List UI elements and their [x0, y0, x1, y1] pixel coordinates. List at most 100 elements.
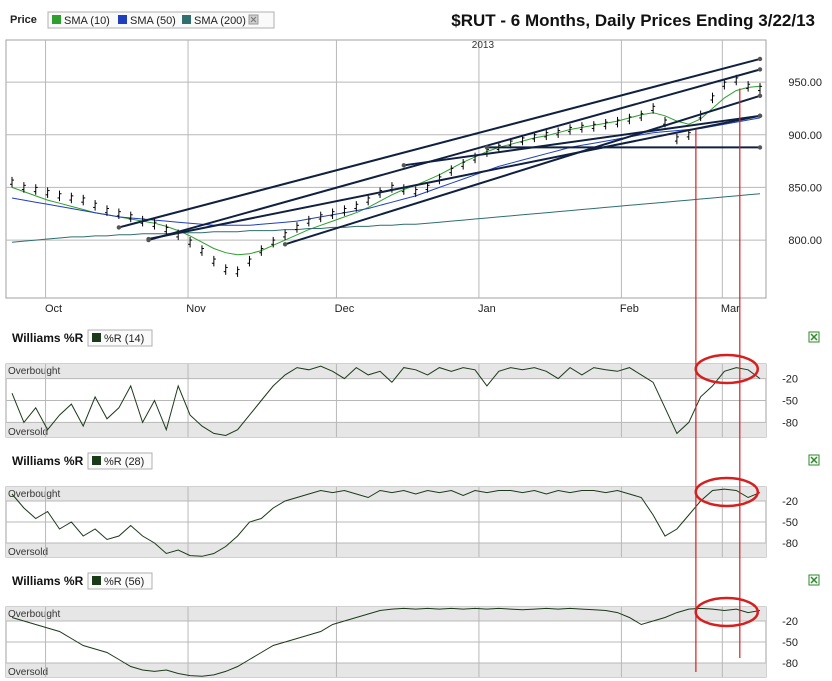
- williams-title: Williams %R: [12, 454, 84, 468]
- price-bar: [603, 118, 608, 130]
- oversold-label: Oversold: [8, 667, 48, 678]
- oversold-label: Oversold: [8, 427, 48, 438]
- sma-legend: SMA (10) SMA (50) SMA (200): [47, 11, 275, 29]
- trendline: [284, 94, 761, 246]
- price-x-tick: Jan: [478, 303, 496, 315]
- williams-panels: Williams %R %R (14) Overbought Oversold -20 -…: [5, 320, 826, 678]
- price-bar: [449, 165, 454, 176]
- price-bar: [342, 205, 347, 216]
- trendline-endpoint: [757, 93, 763, 99]
- price-bar: [152, 219, 157, 230]
- oversold-label: Oversold: [8, 547, 48, 558]
- price-y-tick: 950.00: [788, 77, 822, 89]
- price-bar: [556, 127, 561, 138]
- price-bar: [710, 92, 715, 104]
- price-bar: [651, 103, 656, 114]
- trendline: [148, 114, 761, 241]
- williams-y-tick: -20: [782, 616, 798, 628]
- williams-y-tick: -80: [782, 417, 798, 429]
- trendline-endpoint: [401, 163, 407, 168]
- price-bar: [746, 81, 751, 92]
- price-bar: [81, 194, 86, 206]
- price-x-tick: Nov: [186, 303, 206, 315]
- williams-legend-swatch: [92, 333, 101, 342]
- expand-icon-stroke: [810, 456, 818, 464]
- trendline-endpoint: [757, 145, 763, 150]
- williams-legend-label: %R (56): [104, 576, 144, 588]
- legend-label-sma10: SMA (10): [64, 15, 110, 27]
- annotation-overlays: [695, 88, 741, 672]
- legend-swatch-sma50: [118, 15, 127, 24]
- price-bar: [722, 78, 727, 90]
- trendline-endpoint: [757, 113, 763, 119]
- williams-r-line: [11, 607, 761, 677]
- trendline-endpoint: [484, 145, 490, 150]
- trendline-endpoint: [116, 225, 122, 230]
- williams-title: Williams %R: [12, 331, 84, 345]
- overbought-band: [6, 607, 766, 621]
- legend-swatch-sma200: [182, 15, 191, 24]
- williams-legend-box: [87, 329, 153, 347]
- williams-legend-box: [87, 572, 153, 590]
- trendline-endpoint: [757, 67, 763, 72]
- price-bar: [69, 192, 74, 204]
- price-bar: [366, 194, 371, 206]
- year-marker: 2013: [472, 40, 495, 51]
- oversold-band: [6, 543, 766, 557]
- price-bar: [259, 245, 264, 256]
- williams-panel-1: Williams %R %R (14) Overbought Oversold -20 -…: [5, 320, 826, 438]
- trendline: [118, 57, 761, 229]
- price-bar: [223, 264, 228, 275]
- overbought-label: Overbought: [8, 366, 60, 377]
- price-bar: [686, 129, 691, 141]
- legend-box: [47, 11, 275, 29]
- price-bar: [93, 200, 98, 211]
- price-bar: [413, 186, 418, 197]
- williams-y-tick: -50: [782, 396, 798, 408]
- price-bar: [33, 184, 38, 195]
- price-bar: [10, 176, 14, 188]
- williams-y-tick: -20: [782, 496, 798, 508]
- price-x-tick: Feb: [620, 303, 639, 315]
- williams-r-line: [11, 488, 761, 557]
- price-bar: [318, 211, 323, 223]
- price-x-tick: Mar: [721, 303, 740, 315]
- price-bar: [271, 236, 276, 248]
- price-bar: [306, 215, 311, 227]
- price-bar: [615, 116, 620, 128]
- price-label: Price: [10, 14, 37, 26]
- close-icon[interactable]: [248, 14, 259, 25]
- price-bar: [627, 113, 632, 125]
- price-bar: [579, 122, 584, 133]
- price-bar: [211, 255, 216, 267]
- legend-label-sma200: SMA (200): [194, 15, 246, 27]
- price-bar: [354, 201, 359, 212]
- price-bar: [591, 121, 596, 132]
- williams-y-tick: -50: [782, 517, 798, 529]
- price-bar: [674, 133, 679, 145]
- trendline-endpoint: [757, 56, 763, 62]
- price-plot-frame: [5, 39, 767, 299]
- price-bar: [45, 187, 50, 198]
- price-bar: [758, 83, 762, 94]
- overbought-label: Overbought: [8, 489, 60, 500]
- overbought-band: [6, 364, 766, 379]
- legend-label-sma50: SMA (50): [130, 15, 176, 27]
- price-bar: [568, 124, 573, 135]
- expand-icon-stroke: [810, 333, 818, 341]
- expand-icon[interactable]: [808, 331, 820, 343]
- expand-icon[interactable]: [808, 454, 820, 466]
- trendline: [403, 114, 761, 167]
- overbought-label: Overbought: [8, 609, 60, 620]
- price-bar: [330, 208, 335, 220]
- expand-icon[interactable]: [808, 574, 820, 586]
- chart-header: Price SMA (10) SMA (50) SMA (200) $RUT -…: [10, 11, 815, 30]
- price-bar: [235, 266, 240, 277]
- price-y-tick: 900.00: [788, 130, 822, 142]
- trendline-endpoint: [282, 242, 288, 247]
- price-bar: [128, 211, 133, 223]
- williams-legend-box: [87, 452, 153, 470]
- price-bar: [188, 236, 193, 248]
- sma-10-line: [11, 85, 761, 256]
- expand-icon-stroke: [810, 576, 818, 584]
